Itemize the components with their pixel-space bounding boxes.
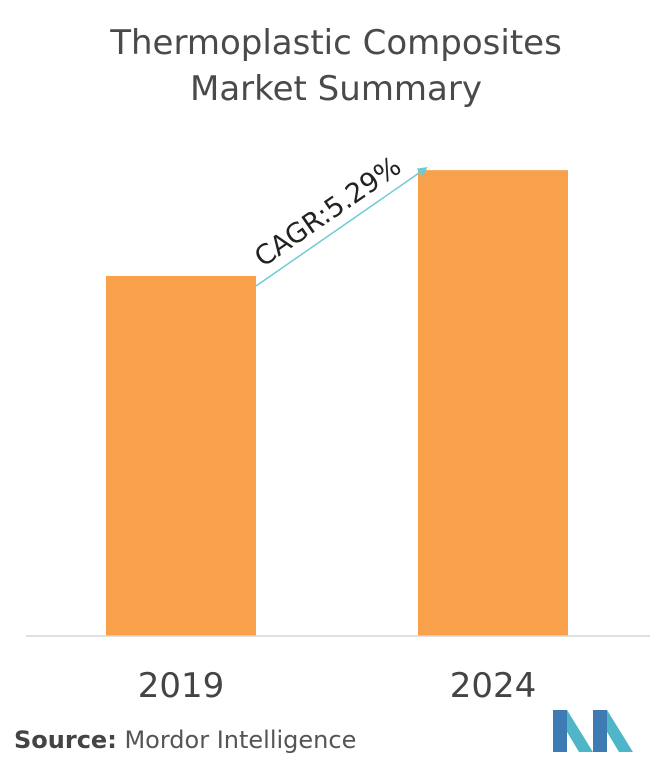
x-tick-label-2019: 2019	[138, 666, 225, 706]
x-tick-label-2024: 2024	[450, 666, 537, 706]
cagr-label: CAGR:5.29%	[249, 151, 407, 274]
source-line: Source: Mordor Intelligence	[14, 726, 356, 754]
bar-2019	[106, 276, 256, 636]
mordor-logo	[553, 710, 633, 752]
chart-title-line-2: Market Summary	[190, 69, 482, 109]
cagr-arrow	[255, 167, 428, 287]
chart-title-line-1: Thermoplastic Composites	[110, 23, 562, 63]
source-label: Source:	[14, 726, 117, 754]
bar-2024	[418, 170, 568, 636]
chart-title: Thermoplastic Composites Market Summary	[0, 20, 672, 112]
source-value: Mordor Intelligence	[124, 726, 357, 754]
